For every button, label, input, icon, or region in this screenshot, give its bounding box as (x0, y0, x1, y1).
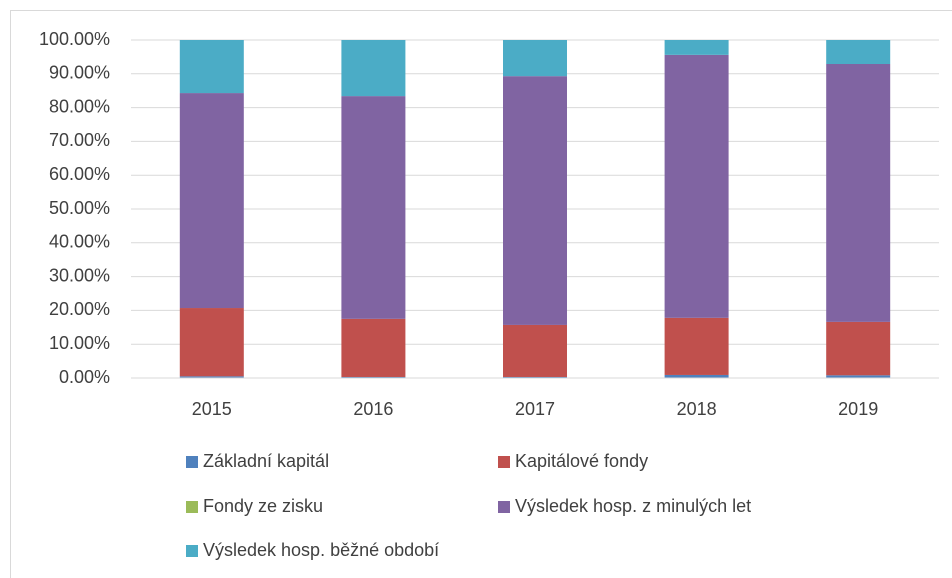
bar-segment (341, 318, 406, 377)
legend-swatch (186, 545, 198, 557)
x-tick-label: 2019 (838, 399, 878, 419)
y-tick-label: 40.00% (49, 232, 110, 252)
bar-segment (826, 63, 891, 322)
legend-label: Základní kapitál (203, 451, 329, 471)
legend-label: Fondy ze zisku (203, 496, 323, 516)
y-tick-label: 30.00% (49, 265, 110, 285)
bar-segment (826, 375, 891, 378)
bar-segment (503, 76, 567, 325)
legend-label: Výsledek hosp. běžné období (203, 540, 439, 560)
y-tick-label: 80.00% (49, 96, 110, 116)
bar-segment (503, 40, 567, 77)
bar-segment (179, 376, 244, 378)
bar-segment (664, 374, 729, 378)
x-tick-label: 2017 (515, 399, 555, 419)
bar-segment (179, 40, 244, 94)
bar-segment (664, 54, 729, 318)
bar-segment (664, 317, 729, 375)
bar-segment (503, 376, 567, 378)
legend-swatch (186, 501, 198, 513)
legend-label: Výsledek hosp. z minulých let (515, 496, 751, 516)
x-tick-label: 2015 (192, 399, 232, 419)
bar-segment (179, 93, 244, 309)
legend-swatch (498, 501, 510, 513)
x-tick-label: 2018 (677, 399, 717, 419)
bar-segment (341, 96, 406, 319)
legend-swatch (186, 456, 198, 468)
y-tick-label: 0.00% (59, 367, 110, 387)
y-tick-label: 10.00% (49, 333, 110, 353)
bar-segment (826, 40, 891, 64)
chart-border (10, 10, 952, 578)
x-tick-label: 2016 (353, 399, 393, 419)
bar-segment (179, 308, 244, 377)
legend-label: Kapitálové fondy (515, 451, 648, 471)
legend-swatch (498, 456, 510, 468)
y-tick-label: 70.00% (49, 130, 110, 150)
bar-segment (341, 40, 406, 97)
y-tick-label: 20.00% (49, 299, 110, 319)
bar-segment (341, 376, 406, 378)
bar-segment (664, 40, 729, 55)
bar-segment (826, 321, 891, 376)
y-tick-label: 50.00% (49, 198, 110, 218)
bar-segment (503, 324, 567, 377)
y-tick-label: 90.00% (49, 63, 110, 83)
y-tick-label: 100.00% (39, 29, 110, 49)
y-tick-label: 60.00% (49, 164, 110, 184)
